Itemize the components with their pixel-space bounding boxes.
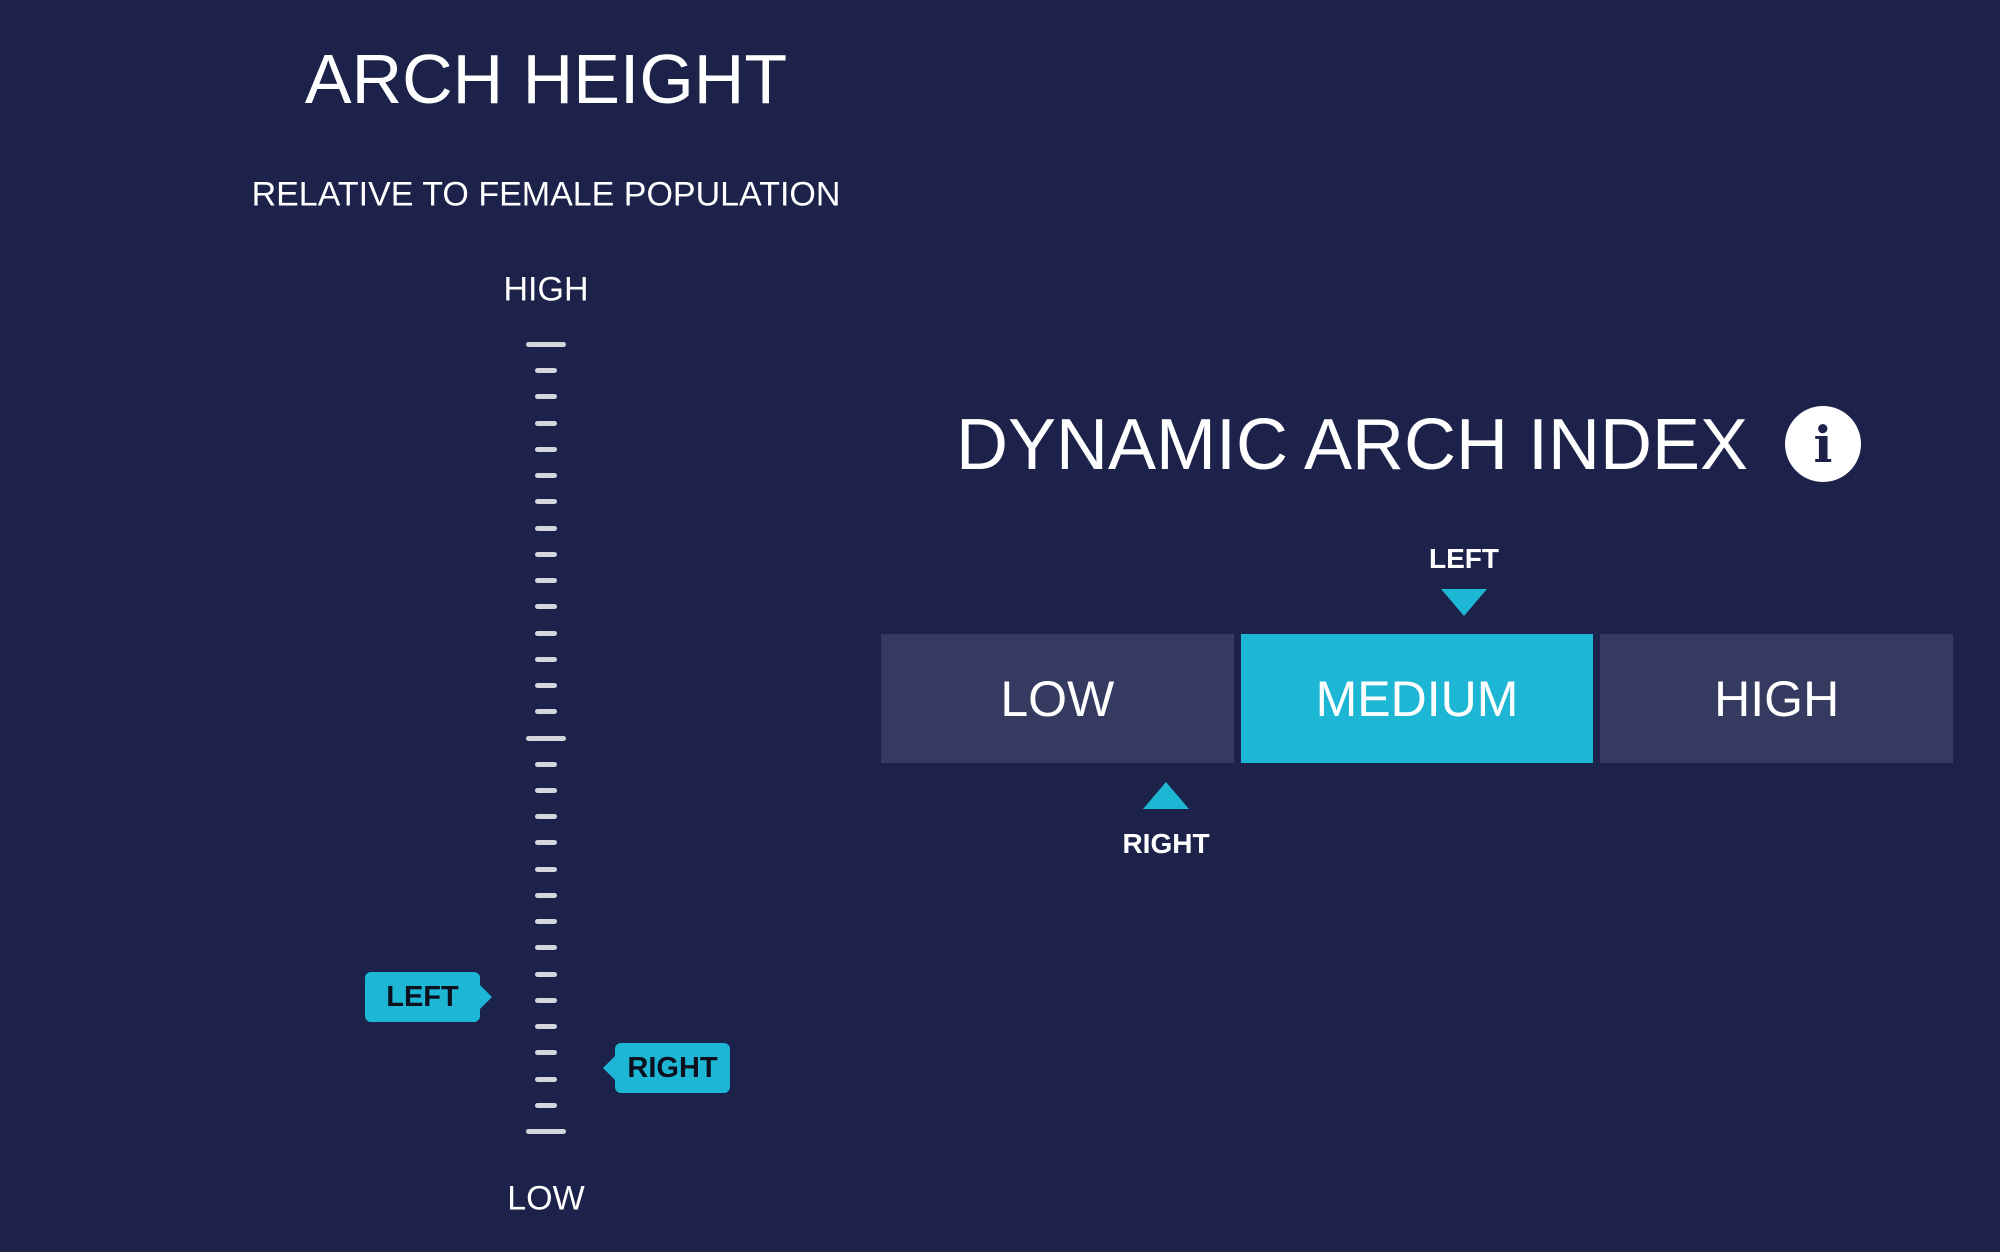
left-foot-marker: LEFT [365,972,492,1023]
left-marker-label: LEFT [386,980,459,1013]
pointer-right-icon [480,985,492,1010]
tick [535,866,557,872]
major-tick [526,342,566,347]
dynamic-arch-index-bar: LOW MEDIUM HIGH [881,634,1954,763]
tick [535,630,557,636]
arch-height-title: ARCH HEIGHT [304,40,788,118]
arch-height-subtitle: RELATIVE TO FEMALE POPULATION [251,175,841,214]
segment-low: LOW [881,634,1234,763]
info-icon[interactable]: i [1785,406,1861,482]
major-tick [526,735,566,741]
segment-high: HIGH [1600,634,1954,763]
tick [535,420,557,426]
tick [535,394,557,400]
tick [535,892,557,898]
dai-right-label: RIGHT [1122,828,1210,859]
tick [535,787,557,793]
tick [535,551,557,557]
tick [535,840,557,846]
tick [535,709,557,715]
dynamic-arch-index-title: DYNAMIC ARCH INDEX [955,405,1749,485]
tick [535,525,557,531]
tick [535,1076,557,1082]
dai-left-label: LEFT [1429,543,1499,574]
tick [535,473,557,479]
tick [535,604,557,610]
tick [535,683,557,689]
scale-high-label: HIGH [503,270,589,309]
right-foot-marker: RIGHT [603,1043,730,1094]
tick [535,814,557,820]
tick [535,1102,557,1108]
tick [535,761,557,767]
tick [535,1024,557,1030]
pointer-left-icon [603,1056,615,1081]
tick [535,656,557,662]
right-marker-label: RIGHT [627,1051,718,1084]
major-tick [526,1129,566,1134]
tick [535,919,557,925]
tick [535,997,557,1003]
tick [535,945,557,951]
scale-low-label: LOW [507,1179,585,1218]
tick [535,368,557,374]
tick [535,971,557,977]
tick [535,578,557,584]
dai-left-triangle-icon [1441,589,1487,616]
tick [535,499,557,505]
tick [535,1050,557,1056]
tick [535,446,557,452]
segment-medium: MEDIUM [1240,634,1594,763]
dai-right-triangle-icon [1143,782,1189,809]
